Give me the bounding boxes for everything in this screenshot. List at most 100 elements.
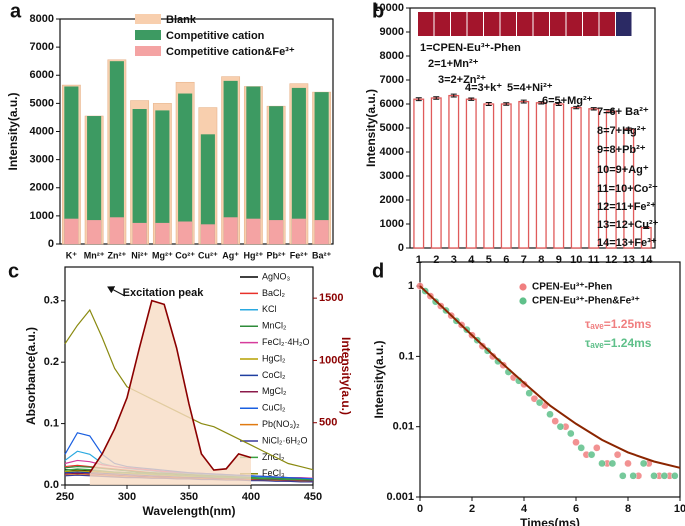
point (488, 352, 497, 361)
line (89, 299, 252, 473)
point (618, 471, 627, 480)
y-axis-label: Intensity(a.u.) (6, 92, 20, 170)
error-bar (538, 101, 545, 105)
legend-label: Competitive cation&Fe³⁺ (166, 46, 295, 58)
bar (155, 222, 170, 244)
legend-swatch (135, 14, 161, 24)
legend-label: NiCl₂·6H₂O (262, 435, 308, 445)
annotation: τₐᵥₑ=1.25ms (585, 317, 652, 331)
y2-axis-label: Intensity(a.u.) (339, 337, 353, 415)
x-tick-label: 13 (623, 254, 635, 266)
x-tick-label: 6 (503, 254, 509, 266)
x-tick-label: Fe²⁺ (290, 250, 309, 260)
y-tick-label: 3000 (380, 170, 404, 182)
y-tick-label: 7000 (30, 41, 54, 53)
vial (533, 12, 549, 36)
y-tick-label: 0.1 (44, 417, 59, 429)
annotation: 8=7+Hg²⁺ (597, 125, 646, 137)
legend-label: CPEN-Eu³⁺-Phen&Fe³⁺ (532, 296, 640, 307)
point (650, 471, 658, 480)
y-tick-label: 0.0 (44, 479, 59, 491)
y-tick-label: 1 (408, 280, 414, 292)
bar (500, 103, 512, 249)
legend-label: FeCl₃ (262, 468, 285, 478)
point (587, 450, 596, 459)
vial (616, 12, 632, 36)
y-axis-label: Intensity(a.u.) (364, 89, 378, 167)
x-tick-label: 0 (417, 503, 423, 515)
error-bar (485, 102, 492, 106)
bar (413, 98, 425, 249)
point (494, 357, 502, 366)
bar (314, 220, 329, 244)
x-tick-label: 400 (242, 491, 260, 503)
area-fill (89, 300, 251, 485)
annotation: 14=13+Fe³⁺ (597, 237, 657, 249)
x-tick-label: 6 (573, 503, 579, 515)
arrow (107, 286, 126, 297)
annotation: 4=3+k⁺ (465, 82, 502, 94)
vial (451, 12, 467, 36)
x-tick-label: 300 (118, 491, 136, 503)
x-tick-label: 8 (625, 503, 631, 515)
legend-swatch (135, 46, 161, 56)
panel-label: b (372, 0, 384, 22)
annotation: τₐᵥₑ=1.24ms (585, 336, 652, 350)
fit-line (419, 285, 681, 469)
legend-label: Blank (166, 14, 197, 26)
x-tick-label: Hg²⁺ (244, 250, 264, 260)
legend-label: MnCl₂ (262, 321, 287, 331)
x-tick-label: Pb²⁺ (267, 250, 286, 260)
y-tick-label: 9000 (380, 26, 404, 38)
y-tick-label: 0 (398, 242, 404, 254)
legend-marker (519, 283, 527, 291)
y2-tick-label: 500 (319, 417, 337, 429)
x-tick-label: Zn²⁺ (108, 250, 127, 260)
x-tick-label: 350 (180, 491, 198, 503)
y-tick-label: 1000 (30, 210, 54, 222)
vial (550, 12, 566, 36)
annotation: 6=5+Mg²⁺ (542, 95, 593, 107)
y-tick-label: 0 (48, 238, 54, 250)
bar (200, 224, 215, 244)
error-bar (415, 97, 422, 102)
x-tick-label: Mn²⁺ (84, 250, 105, 260)
vial (500, 12, 516, 36)
y-tick-label: 0.3 (44, 295, 59, 307)
x-tick-label: 3 (451, 254, 457, 266)
bar (155, 110, 170, 244)
error-bar (503, 102, 510, 106)
point (525, 389, 534, 397)
x-tick-label: 4 (468, 254, 475, 266)
x-tick-label: 9 (556, 254, 562, 266)
vial (599, 12, 615, 36)
bar (314, 92, 329, 244)
error-bar (555, 102, 562, 106)
point (535, 398, 544, 407)
point (551, 417, 560, 425)
point (660, 471, 669, 480)
error-bar (625, 127, 632, 131)
legend-label: HgCl₂ (262, 353, 286, 363)
x-tick-label: 10 (674, 503, 685, 515)
bar (64, 86, 79, 244)
point (566, 429, 575, 438)
x-tick-label: 450 (304, 491, 322, 503)
point (592, 444, 601, 452)
x-tick-label: K⁺ (66, 250, 77, 260)
y-tick-label: 0.001 (386, 491, 414, 503)
bar (535, 102, 547, 249)
bar (223, 80, 238, 244)
y-axis-label: Absorbance(a.u.) (24, 327, 38, 425)
annotation: 12=11+Fe²⁺ (597, 201, 656, 213)
y-axis-label: Intensity(a.u.) (372, 340, 386, 418)
panel-label: c (8, 260, 19, 282)
bar (64, 218, 79, 244)
y-tick-label: 5000 (30, 97, 54, 109)
plot-frame (419, 261, 681, 498)
legend-label: AgNO₃ (262, 271, 291, 281)
annotation: 5=4+Ni²⁺ (507, 82, 553, 94)
vial (418, 12, 434, 36)
bar (291, 218, 306, 244)
annotation: 1=CPEN-Eu³⁺-Phen (420, 42, 521, 54)
